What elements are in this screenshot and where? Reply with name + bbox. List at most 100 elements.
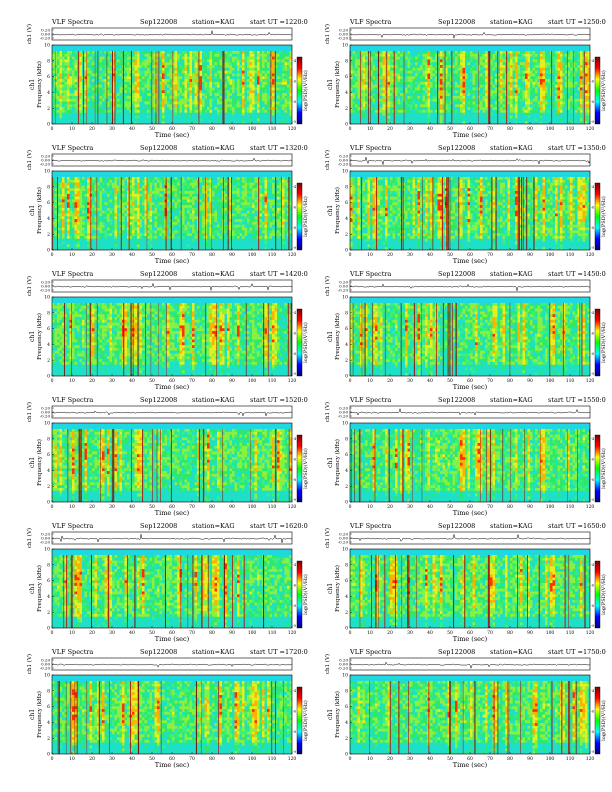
panel-title: VLF Spectra [350,270,391,278]
freq-tick-label: 10 [44,421,50,427]
time-tick-label: 80 [507,504,513,510]
panel-station: station=KAG [192,18,235,26]
waveform-trace [51,534,293,543]
panel-date: Sep122008 [438,522,475,530]
time-tick-label: 50 [149,630,155,636]
freq-axis-label: Frequency (kHz) [334,187,341,234]
panel-title: VLF Spectra [350,18,391,26]
time-axis-label: Time (sec) [155,257,190,265]
freq-axis-channel-label: ch1 [29,709,36,720]
time-tick-label: 100 [248,252,257,258]
start-prefix: start UT = [548,18,583,26]
colorbar-tick-label: -9 [293,624,296,628]
spectrogram-top-band [350,549,590,555]
time-tick-label: 110 [566,126,575,132]
time-tick-label: 50 [447,630,453,636]
freq-tick-label: 8 [345,436,348,442]
time-tick-label: 60 [169,630,175,636]
colorbar-tick-label: -9 [591,120,594,124]
panel-station: station=KAG [192,144,235,152]
colorbar [296,434,303,503]
time-axis-label: Time (sec) [453,635,488,643]
time-tick-label: 40 [427,378,433,384]
start-prefix: start UT = [548,396,583,404]
time-tick-label: 0 [51,756,54,762]
time-tick-label: 60 [467,378,473,384]
waveform-trace [51,157,293,162]
panel-plot: 0.200.00-0.20 ch1 (V) 0 2 4 6 8 10 ch1 Frequency … [26,276,309,391]
time-tick-label: 0 [349,252,352,258]
time-axis-label: Time (sec) [155,635,190,643]
ch-tick-label: 0.00 [339,410,348,415]
time-tick-label: 20 [89,504,95,510]
freq-axis-label: Frequency (kHz) [334,313,341,360]
freq-axis-label: Frequency (kHz) [334,691,341,738]
panel-title: VLF Spectra [52,270,93,278]
panel-plot: 0.200.00-0.20 ch1 (V) 0 2 4 6 8 10 ch1 Frequency … [324,24,607,139]
panel-station: station=KAG [192,396,235,404]
time-tick-label: 30 [407,504,413,510]
freq-tick-label: 0 [345,248,348,254]
freq-tick-label: 10 [44,673,50,679]
time-tick-label: 50 [149,252,155,258]
time-tick-label: 70 [189,504,195,510]
freq-tick-label: 2 [345,484,348,490]
colorbar-label: log(PSD)(V²/Hz) [302,574,309,615]
freq-axis-label: Frequency (kHz) [36,187,43,234]
panel-start-ut: start UT =1450:0 [548,270,606,278]
spectrogram-panel-11: VLF Spectra Sep122008 station=KAG start UT … [12,648,312,773]
freq-axis-channel-label: ch1 [29,331,36,342]
colorbar-tick-label: -4 [293,689,296,693]
freq-tick-label: 4 [345,468,348,474]
panel-header: VLF Spectra Sep122008 station=KAG start UT … [52,144,308,152]
freq-tick-label: 2 [345,106,348,112]
time-tick-label: 30 [407,126,413,132]
freq-tick-label: 6 [47,74,50,80]
time-tick-label: 50 [149,756,155,762]
time-axis-label: Time (sec) [453,257,488,265]
freq-tick-label: 0 [345,752,348,758]
freq-tick-label: 4 [47,90,50,96]
freq-tick-label: 4 [47,216,50,222]
freq-tick-label: 2 [345,610,348,616]
time-tick-label: 30 [109,756,115,762]
freq-axis-label: Frequency (kHz) [36,691,43,738]
ch-tick-label: 0.20 [339,28,348,33]
freq-axis-channel-label: ch1 [29,457,36,468]
colorbar-tick-label: -4 [293,437,296,441]
panel-title: VLF Spectra [350,396,391,404]
panel-title: VLF Spectra [350,648,391,656]
waveform-frame [349,405,591,419]
colorbar [594,308,601,377]
colorbar-tick-label: -6 [293,332,296,336]
time-tick-label: 70 [189,756,195,762]
colorbar-tick-label: -4 [591,437,594,441]
ch-tick-label: -0.20 [40,288,51,293]
ch-tick-label: 0.20 [41,532,50,537]
panel-date: Sep122008 [140,396,177,404]
colorbar-tick-label: -8 [591,478,594,482]
panel-plot: 0.200.00-0.20 ch1 (V) 0 2 4 6 8 10 ch1 Frequency … [324,654,607,769]
colorbar-tick-label: -9 [293,750,296,754]
ch-tick-label: 0.00 [339,158,348,163]
panel-date: Sep122008 [438,648,475,656]
start-prefix: start UT = [548,270,583,278]
panel-header: VLF Spectra Sep122008 station=KAG start UT … [350,144,606,152]
freq-tick-label: 2 [47,484,50,490]
colorbar [296,182,303,251]
colorbar [296,560,303,629]
freq-tick-label: 10 [342,43,348,49]
colorbar-tick-label: -8 [293,352,296,356]
ch-tick-label: -0.20 [40,162,51,167]
time-tick-label: 60 [169,504,175,510]
ch-tick-label: 0.00 [339,32,348,37]
start-ut-value: 1620:0 [285,522,308,530]
time-axis-label: Time (sec) [453,761,488,769]
time-axis-label: Time (sec) [155,509,190,517]
time-tick-label: 20 [89,756,95,762]
time-tick-label: 120 [586,756,595,762]
spectrogram-panel-2: VLF Spectra Sep122008 station=KAG start UT … [310,18,610,143]
start-ut-value: 1550:0 [583,396,606,404]
time-tick-label: 110 [566,252,575,258]
time-tick-label: 80 [507,252,513,258]
